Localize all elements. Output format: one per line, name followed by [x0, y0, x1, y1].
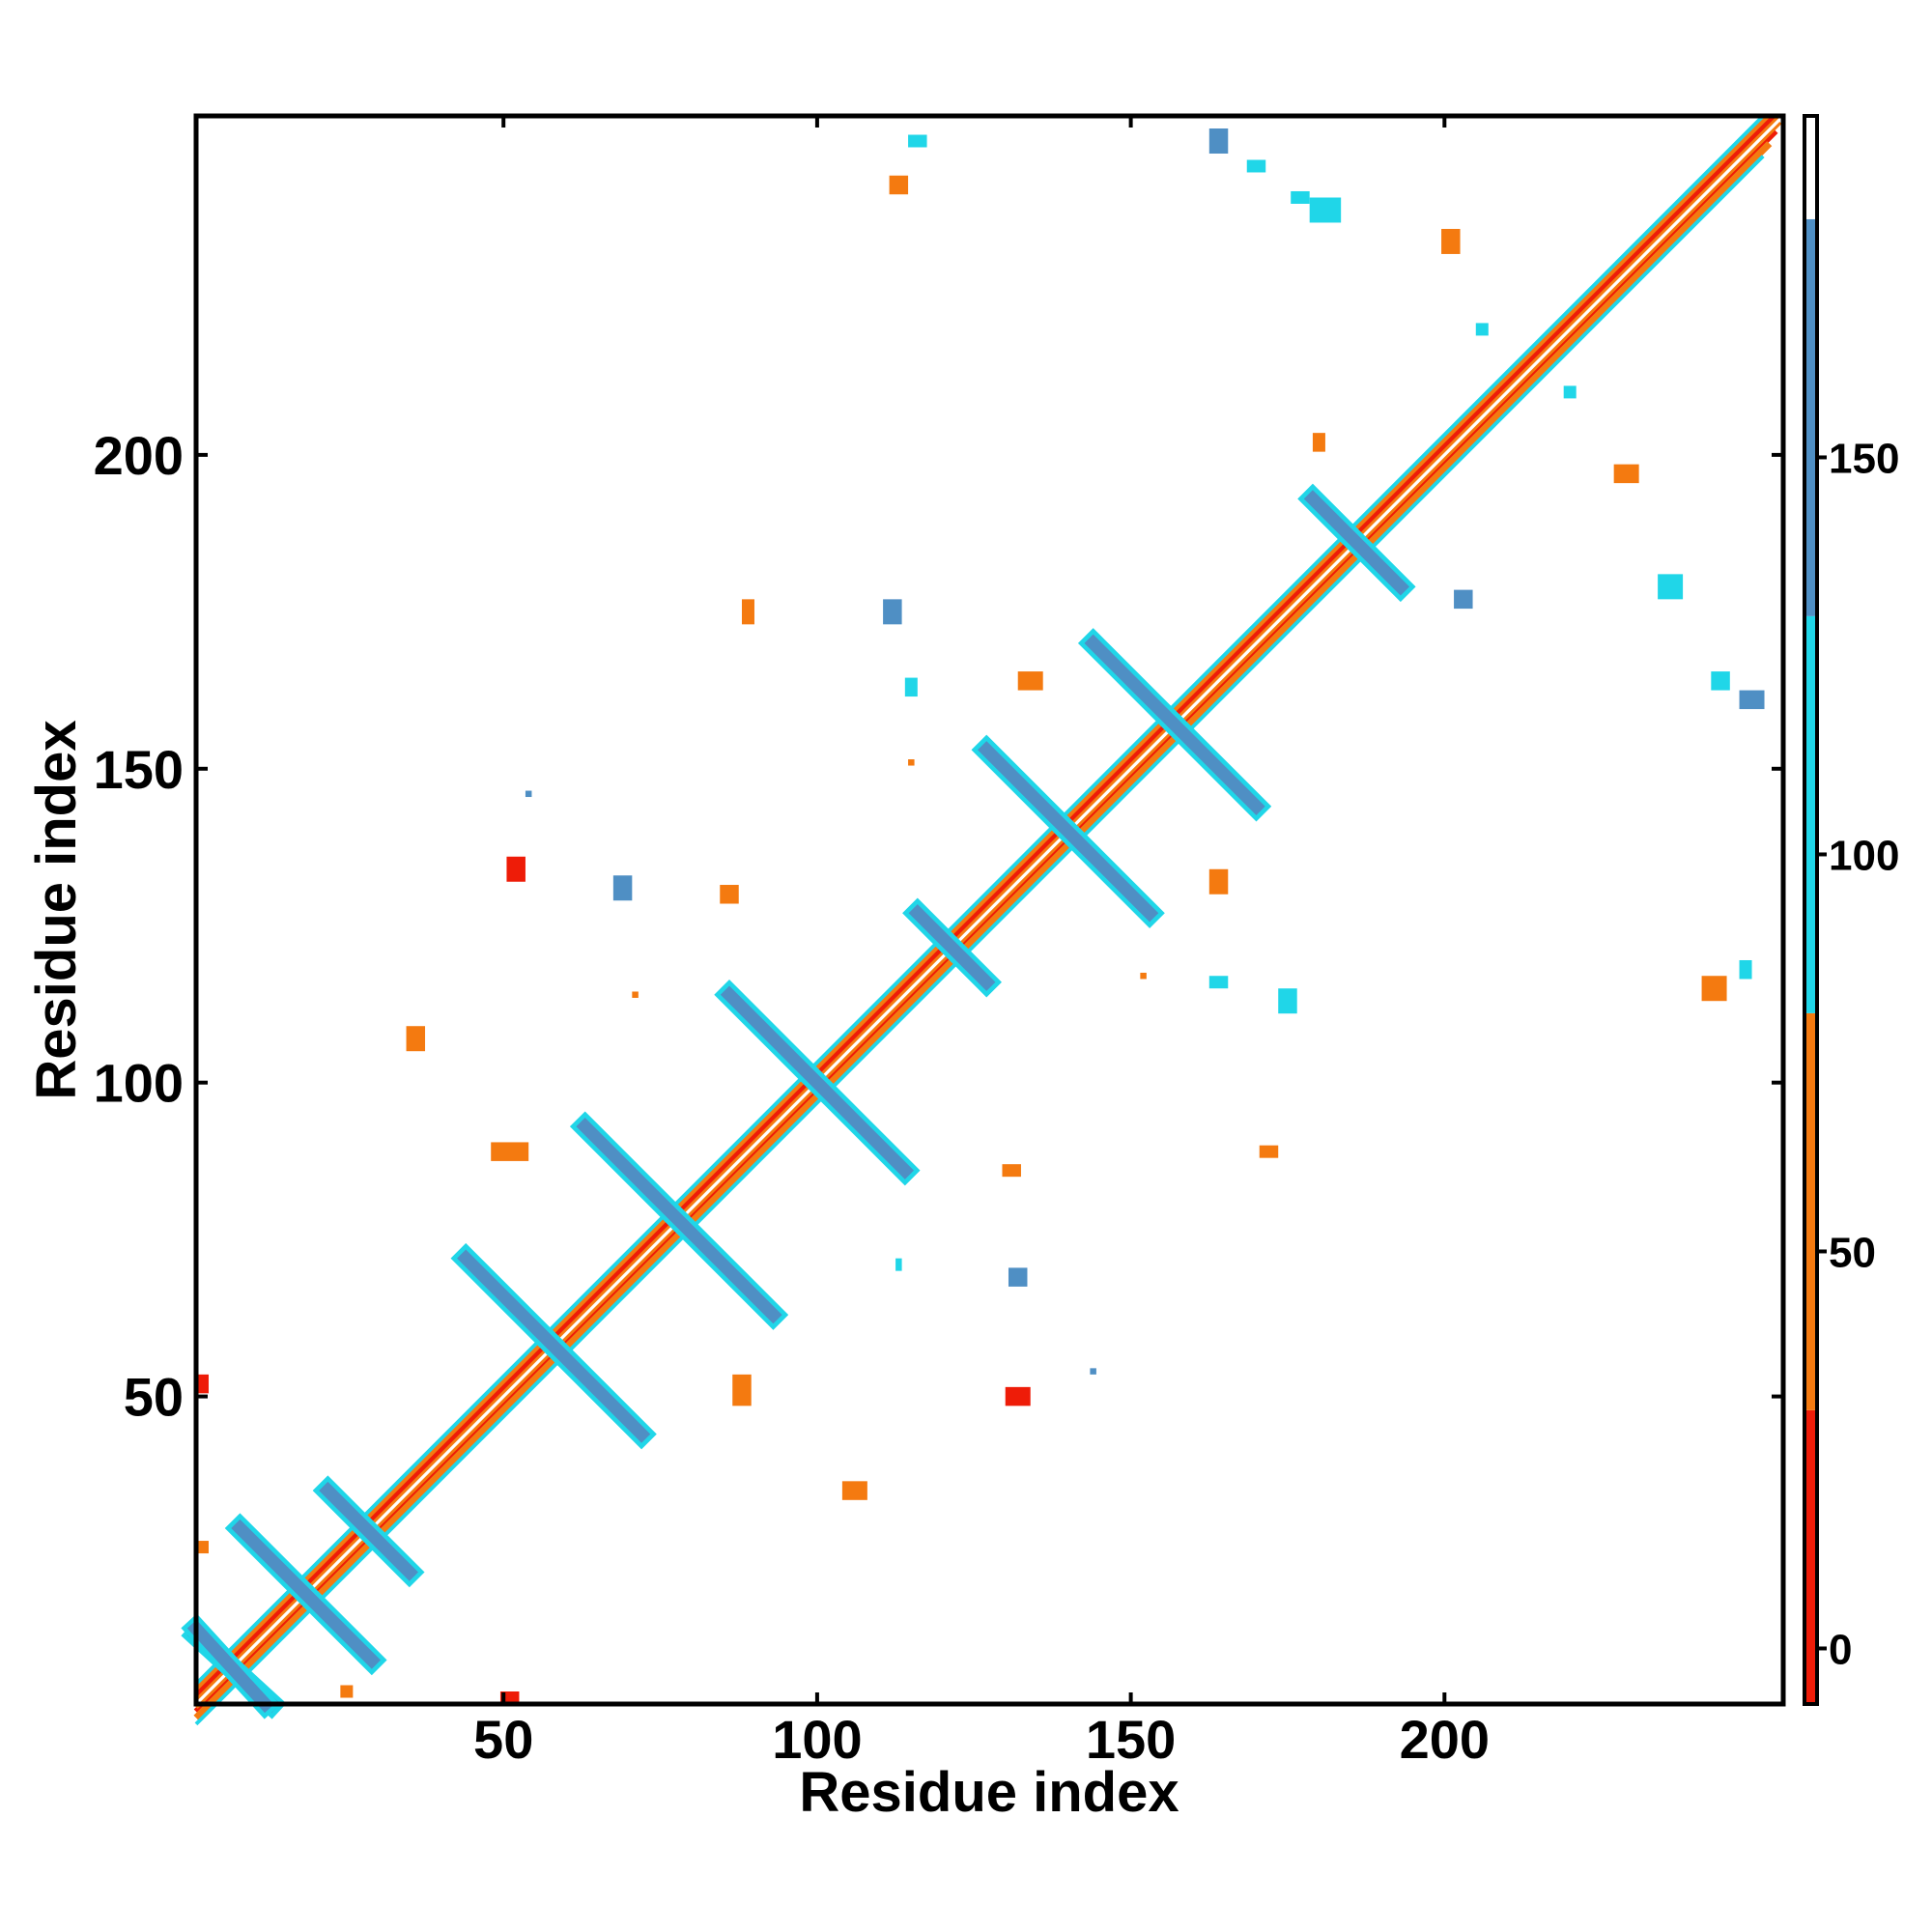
colorbar: 0 50 100 150 — [1803, 114, 1899, 1706]
x-tick-label: 50 — [473, 1709, 533, 1770]
contact-patch — [491, 1142, 529, 1161]
y-tick-label: 50 — [124, 1367, 184, 1428]
antiparallel-contact-steel-mirror — [1084, 634, 1265, 815]
contact-patch — [908, 134, 927, 148]
contact-patch — [1246, 159, 1266, 173]
y-tick-label: 100 — [94, 1053, 184, 1114]
antiparallel-contact-steel-mirror — [319, 1481, 418, 1581]
contact-patch — [1454, 589, 1473, 610]
colorbar-band — [1804, 615, 1817, 1013]
contact-patch — [889, 175, 909, 195]
tick-labels: 50 100 150 200 50 100 150 200 — [94, 425, 1490, 1770]
contact-patch — [196, 1374, 209, 1394]
contact-patch — [1208, 128, 1229, 154]
antiparallel-contact-steel-mirror — [457, 1249, 651, 1443]
plot-frame — [193, 113, 1786, 1707]
contact-patch — [1475, 323, 1489, 336]
diagonal-contact-band — [194, 120, 1782, 1709]
antiparallel-contact-steel-mirror — [908, 904, 996, 991]
contact-patch — [506, 856, 526, 882]
axis-ticks — [196, 116, 1783, 1704]
antiparallel-contact-steel-mirror — [1303, 490, 1410, 596]
diagonal-contact-band — [194, 155, 1765, 1726]
contact-patch — [1008, 1267, 1028, 1287]
contact-patch — [1278, 988, 1297, 1014]
colorbar-tick-label: 150 — [1829, 435, 1899, 482]
antiparallel-contact-steel-mirror — [186, 1619, 274, 1714]
contact-patch — [1312, 433, 1325, 452]
x-tick-label: 200 — [1400, 1709, 1490, 1770]
contact-patch — [1563, 385, 1577, 399]
y-tick-label: 150 — [94, 739, 184, 800]
contact-patch — [525, 790, 532, 798]
contact-patch — [883, 599, 902, 625]
antiparallel-contact-steel-mirror — [576, 1117, 782, 1324]
contact-patch — [908, 759, 915, 766]
diagonal-contact-band — [193, 113, 1773, 1693]
antiparallel-contact-steel-mirror — [720, 985, 915, 1179]
contact-patch — [1701, 976, 1727, 1002]
diagonal-contact-band — [194, 114, 1782, 1703]
contact-patch — [196, 1541, 209, 1554]
contact-patch — [1259, 1145, 1279, 1158]
contact-patch — [1140, 972, 1147, 980]
colorbar-band — [1804, 218, 1817, 616]
contact-patch — [1002, 1164, 1021, 1178]
colorbar-tick-label: 50 — [1829, 1229, 1876, 1276]
diagonal-self — [194, 114, 1785, 1706]
contact-patch — [406, 1026, 426, 1052]
diagonal-contact-band — [193, 141, 1773, 1720]
contact-patch — [1090, 1368, 1096, 1375]
contact-patch — [741, 599, 754, 625]
contact-patch — [732, 1374, 752, 1406]
contact-patch — [1739, 690, 1765, 710]
contact-patch — [1005, 1386, 1031, 1406]
contact-patch — [841, 1481, 867, 1500]
contact-patch — [632, 991, 639, 998]
contact-patch — [1711, 671, 1730, 691]
colorbar-tick-label: 0 — [1829, 1626, 1852, 1673]
contact-patch — [1613, 464, 1639, 484]
contact-patch — [904, 677, 918, 697]
diagonal-contact-band — [194, 114, 1765, 1686]
colorbar-band — [1804, 116, 1817, 219]
y-tick-label: 200 — [94, 425, 184, 486]
antiparallel-contact-steel-mirror — [978, 741, 1159, 923]
x-axis-title: Residue index — [799, 1761, 1179, 1824]
heatmap-cells — [181, 113, 1785, 1726]
contact-patch — [1291, 190, 1310, 204]
y-axis-title: Residue index — [25, 720, 88, 1099]
contact-patch — [1739, 959, 1752, 980]
colorbar-tick-label: 100 — [1829, 832, 1899, 879]
contact-patch — [720, 885, 739, 904]
diagonal-contact-band — [193, 128, 1778, 1715]
colorbar-band — [1804, 1012, 1817, 1410]
contact-patch — [1658, 574, 1684, 600]
colorbar-band — [1804, 1409, 1817, 1704]
contact-patch — [895, 1258, 902, 1271]
x-tick-label: 150 — [1086, 1709, 1176, 1770]
contact-patch — [1017, 671, 1043, 691]
antiparallel-contact-steel-mirror — [231, 1519, 382, 1669]
contact-patch — [1208, 976, 1229, 989]
colorbar-frame — [1803, 114, 1819, 1706]
contact-patch — [340, 1685, 354, 1698]
contact-patch — [1309, 197, 1342, 223]
contact-patch — [1208, 868, 1229, 895]
x-tick-label: 100 — [772, 1709, 862, 1770]
contact-patch — [1441, 228, 1461, 254]
contact-patch — [612, 875, 633, 901]
diagonal-contact-band — [193, 113, 1778, 1699]
